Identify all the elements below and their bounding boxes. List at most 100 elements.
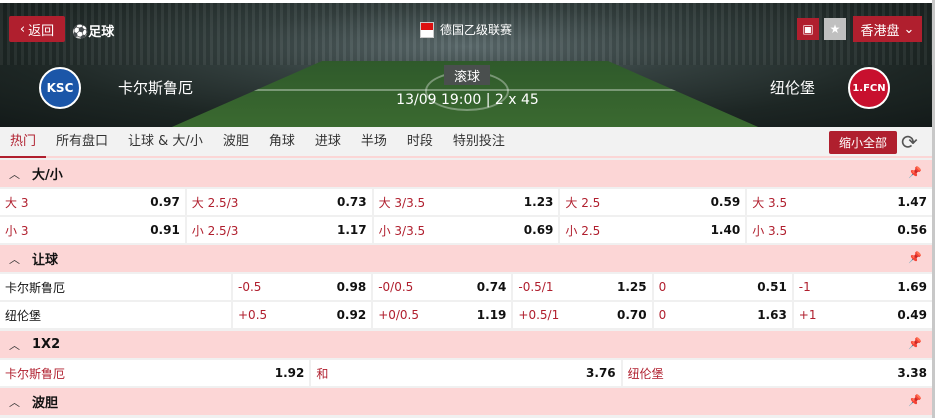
odds-value: 0.51 xyxy=(757,280,787,294)
odds-cell[interactable]: 纽伦堡 3.38 xyxy=(622,360,932,386)
odds-cell[interactable]: -0.5/1 1.25 xyxy=(513,274,652,300)
odds-cell[interactable]: 和 3.76 xyxy=(311,360,621,386)
odds-label: 小 3/3.5 xyxy=(378,223,426,238)
section-title: 让球 xyxy=(32,253,59,268)
chevron-up-icon: ︿ xyxy=(9,167,20,181)
odds-value: 0.56 xyxy=(897,223,927,237)
live-badge: 滚球 xyxy=(444,65,490,85)
chevron-left-icon: ‹ xyxy=(19,21,26,37)
pin-icon[interactable]: 📌 xyxy=(908,166,922,179)
home-crest: KSC xyxy=(39,67,81,109)
odds-value: 1.23 xyxy=(523,195,554,209)
odds-value: 3.38 xyxy=(897,366,927,380)
odds-cell[interactable]: 0 0.51 xyxy=(653,274,792,300)
match-time: 13/09 19:00 | 2 x 45 xyxy=(396,92,539,108)
odds-value: 1.25 xyxy=(616,280,647,294)
odds-cell[interactable]: 大 2.5 0.59 xyxy=(560,189,746,215)
section-header[interactable]: ︿ 大/小 📌 xyxy=(0,160,932,187)
odds-value: 1.17 xyxy=(336,223,367,237)
star-icon: ★ xyxy=(829,22,841,36)
odds-value: 1.63 xyxy=(757,308,787,322)
odds-value: 1.69 xyxy=(897,280,927,294)
odds-cell[interactable]: +0.5/1 0.70 xyxy=(513,302,652,328)
tab-6[interactable]: 半场 xyxy=(360,134,387,149)
odds-cell[interactable]: 大 3/3.5 1.23 xyxy=(373,189,559,215)
pin-icon[interactable]: 📌 xyxy=(908,337,922,350)
section-title: 波胆 xyxy=(32,396,59,411)
odds-value: 0.70 xyxy=(616,308,647,322)
odds-value: 1.40 xyxy=(710,223,741,237)
tab-8[interactable]: 特别投注 xyxy=(452,134,505,149)
odds-cell[interactable]: +0.5 0.92 xyxy=(233,302,372,328)
section-header[interactable]: ︿ 波胆 📌 xyxy=(0,388,932,415)
scrollbar[interactable] xyxy=(932,0,935,418)
odds-cell[interactable]: 大 3 0.97 xyxy=(0,189,185,215)
odds-label: +0.5/1 xyxy=(518,308,560,322)
favorite-button[interactable]: ★ xyxy=(824,18,846,40)
table-row: 卡尔斯鲁厄 1.92 和 3.76 纽伦堡 3.38 xyxy=(0,360,932,386)
odds-label: 和 xyxy=(316,366,329,381)
section-1x2: ︿ 1X2 📌 卡尔斯鲁厄 1.92 和 3.76 纽伦堡 3.38 xyxy=(0,331,932,386)
odds-label: 大 3 xyxy=(5,195,29,210)
team-name-cell: 纽伦堡 xyxy=(0,302,231,328)
odds-label: 0 xyxy=(658,308,667,322)
odds-value: 0.91 xyxy=(150,223,180,237)
odds-cell[interactable]: 0 1.63 xyxy=(653,302,792,328)
odds-label: 小 3 xyxy=(5,223,29,238)
sport-label[interactable]: ⚽足球 xyxy=(72,21,114,40)
pin-icon[interactable]: 📌 xyxy=(908,251,922,264)
section-header[interactable]: ︿ 1X2 📌 xyxy=(0,331,932,358)
odds-cell[interactable]: -0.5 0.98 xyxy=(233,274,372,300)
odds-cell[interactable]: +0/0.5 1.19 xyxy=(373,302,512,328)
tab-7[interactable]: 时段 xyxy=(406,134,433,149)
odds-value: 0.98 xyxy=(336,280,367,294)
odds-value: 0.97 xyxy=(150,195,180,209)
odds-label: +0.5 xyxy=(238,308,268,322)
odds-value: 0.59 xyxy=(710,195,741,209)
odds-cell[interactable]: -0/0.5 0.74 xyxy=(373,274,512,300)
odds-label: 卡尔斯鲁厄 xyxy=(5,366,66,381)
odds-cell[interactable]: 大 3.5 1.47 xyxy=(747,189,932,215)
odds-cell[interactable]: -1 1.69 xyxy=(793,274,932,300)
sport-text: 足球 xyxy=(88,25,115,40)
tab-3[interactable]: 波胆 xyxy=(222,134,249,149)
field-view-button[interactable]: ▣ xyxy=(797,18,819,40)
odds-format-select[interactable]: 香港盘 ⌄ xyxy=(853,16,922,42)
odds-cell[interactable]: 小 3.5 0.56 xyxy=(747,217,932,243)
odds-cell[interactable]: 小 2.5 1.40 xyxy=(560,217,746,243)
tab-1[interactable]: 所有盘口 xyxy=(56,134,109,149)
tab-0[interactable]: 热门 xyxy=(0,126,47,158)
odds-cell[interactable]: +1 0.49 xyxy=(793,302,932,328)
back-button[interactable]: ‹ 返回 xyxy=(9,16,65,42)
tab-4[interactable]: 角球 xyxy=(268,134,295,149)
odds-label: +0/0.5 xyxy=(378,308,420,322)
table-row: 大 3 0.97 大 2.5/3 0.73 大 3/3.5 1.23 大 2.5 0.59 大 … xyxy=(0,189,932,215)
odds-value: 1.92 xyxy=(274,366,305,380)
league-name: 德国乙级联赛 xyxy=(440,23,513,37)
team-name: 卡尔斯鲁厄 xyxy=(5,280,66,295)
chevron-down-icon: ⌄ xyxy=(903,21,915,37)
odds-label: 纽伦堡 xyxy=(627,366,664,381)
odds-value: 0.49 xyxy=(897,308,927,322)
odds-cell[interactable]: 小 3/3.5 0.69 xyxy=(373,217,559,243)
away-crest-text: 1.FCN xyxy=(852,82,886,94)
odds-cell[interactable]: 卡尔斯鲁厄 1.92 xyxy=(0,360,310,386)
odds-value: 3.76 xyxy=(586,366,616,380)
section-header[interactable]: ︿ 让球 📌 xyxy=(0,245,932,272)
odds-cell[interactable]: 小 3 0.91 xyxy=(0,217,185,243)
odds-value: 0.69 xyxy=(523,223,554,237)
odds-value: 0.92 xyxy=(336,308,367,322)
tab-5[interactable]: 进球 xyxy=(314,134,341,149)
odds-label: 0 xyxy=(658,280,667,294)
pitch-icon: ▣ xyxy=(802,22,814,36)
refresh-icon[interactable]: ⟳ xyxy=(901,130,918,154)
odds-cell[interactable]: 大 2.5/3 0.73 xyxy=(186,189,372,215)
chevron-up-icon: ︿ xyxy=(9,338,20,352)
collapse-all-button[interactable]: 缩小全部 xyxy=(829,131,897,154)
tab-2[interactable]: 让球 & 大/小 xyxy=(128,134,203,149)
table-row: 卡尔斯鲁厄 -0.5 0.98 -0/0.5 0.74 -0.5/1 1.25 0 0.51 -1… xyxy=(0,274,932,300)
odds-label: -1 xyxy=(798,280,811,294)
pin-icon[interactable]: 📌 xyxy=(908,394,922,407)
league-title: 德国乙级联赛 xyxy=(420,21,512,38)
odds-cell[interactable]: 小 2.5/3 1.17 xyxy=(186,217,372,243)
